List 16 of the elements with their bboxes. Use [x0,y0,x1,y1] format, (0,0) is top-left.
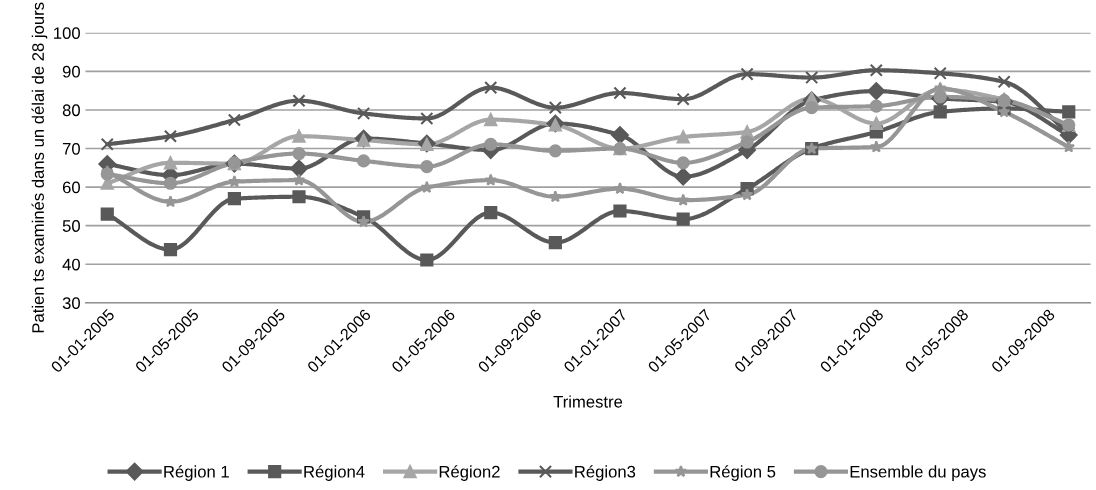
y-tick-label: 90 [62,65,80,78]
y-tick-label: 100 [54,27,80,40]
y-tick-label: 80 [62,104,80,117]
y-tick-label: 50 [62,220,80,232]
y-tick-label: 60 [62,181,80,194]
y-tick-label: 70 [62,142,80,155]
legend-label: Région 1 [164,465,229,481]
x-axis-title: Trimestre [553,395,623,408]
legend-label: Région3 [575,465,636,481]
legend-label: Région4 [304,465,365,481]
legend-label: Ensemble du pays [850,465,986,481]
legend-label: Région2 [439,465,500,481]
legend-label: Région 5 [710,465,776,481]
y-tick-label: 30 [62,297,80,310]
y-tick-label: 40 [62,258,80,271]
y-axis-title: Patien ts examinés dans un délai de 28 jours [31,2,48,333]
